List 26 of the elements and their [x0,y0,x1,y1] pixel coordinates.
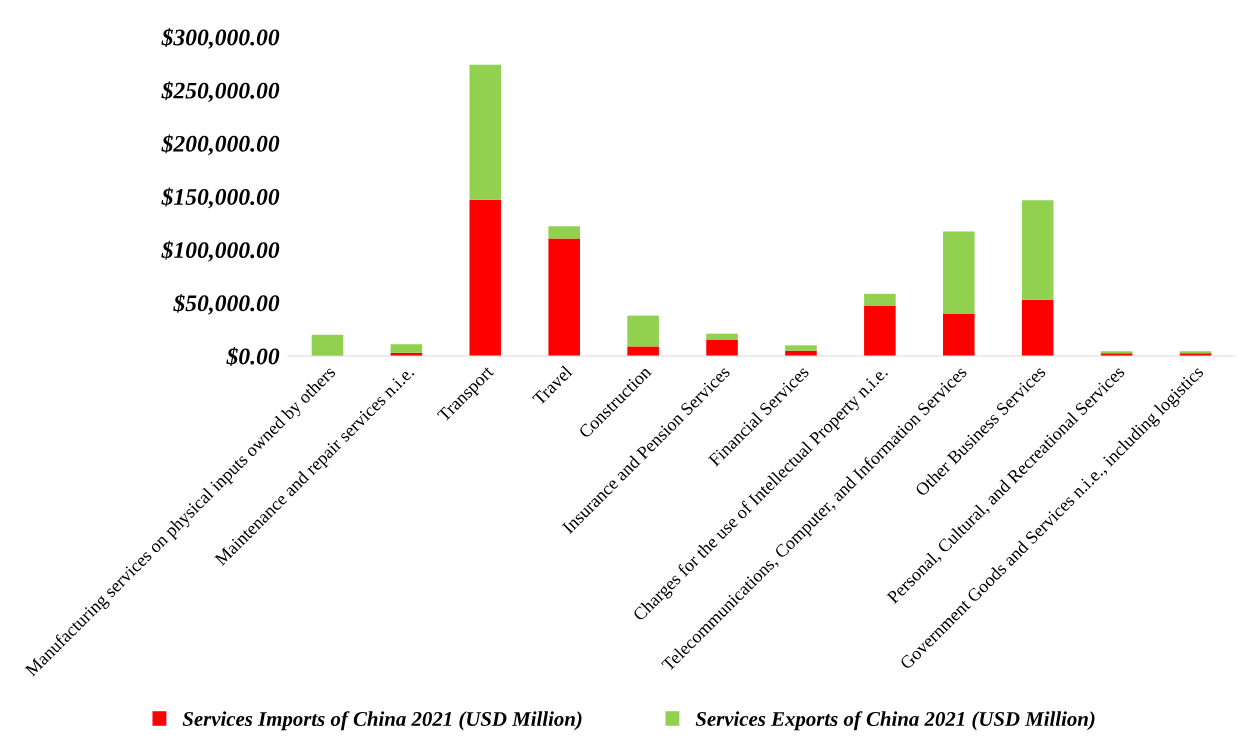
y-tick-label: $200,000.00 [161,134,280,156]
y-tick-label: $0.00 [226,347,280,366]
bar [943,314,975,356]
bar [311,334,344,356]
bar [627,346,659,356]
bar [390,344,423,353]
bar [864,306,896,356]
bar [469,64,502,200]
bar [1021,200,1054,300]
bar [943,231,975,314]
bar [627,315,659,347]
y-tick-label: $150,000.00 [161,187,280,209]
bar [548,226,580,239]
y-tick-label: $300,000.00 [161,28,280,49]
bar [864,293,896,307]
y-tick-label: $250,000.00 [161,81,280,103]
bar [785,345,817,351]
bar [706,333,738,340]
y-tick-label: $100,000.00 [161,240,280,262]
legend-label: Services Imports of China 2021 (USD Million) [182,711,582,731]
bar [469,199,502,356]
bar [706,339,738,356]
legend-label: Services Exports of China 2021 (USD Million) [695,711,1095,731]
bar [1021,299,1054,356]
bar [548,238,580,356]
y-tick-label: $50,000.00 [173,293,280,315]
